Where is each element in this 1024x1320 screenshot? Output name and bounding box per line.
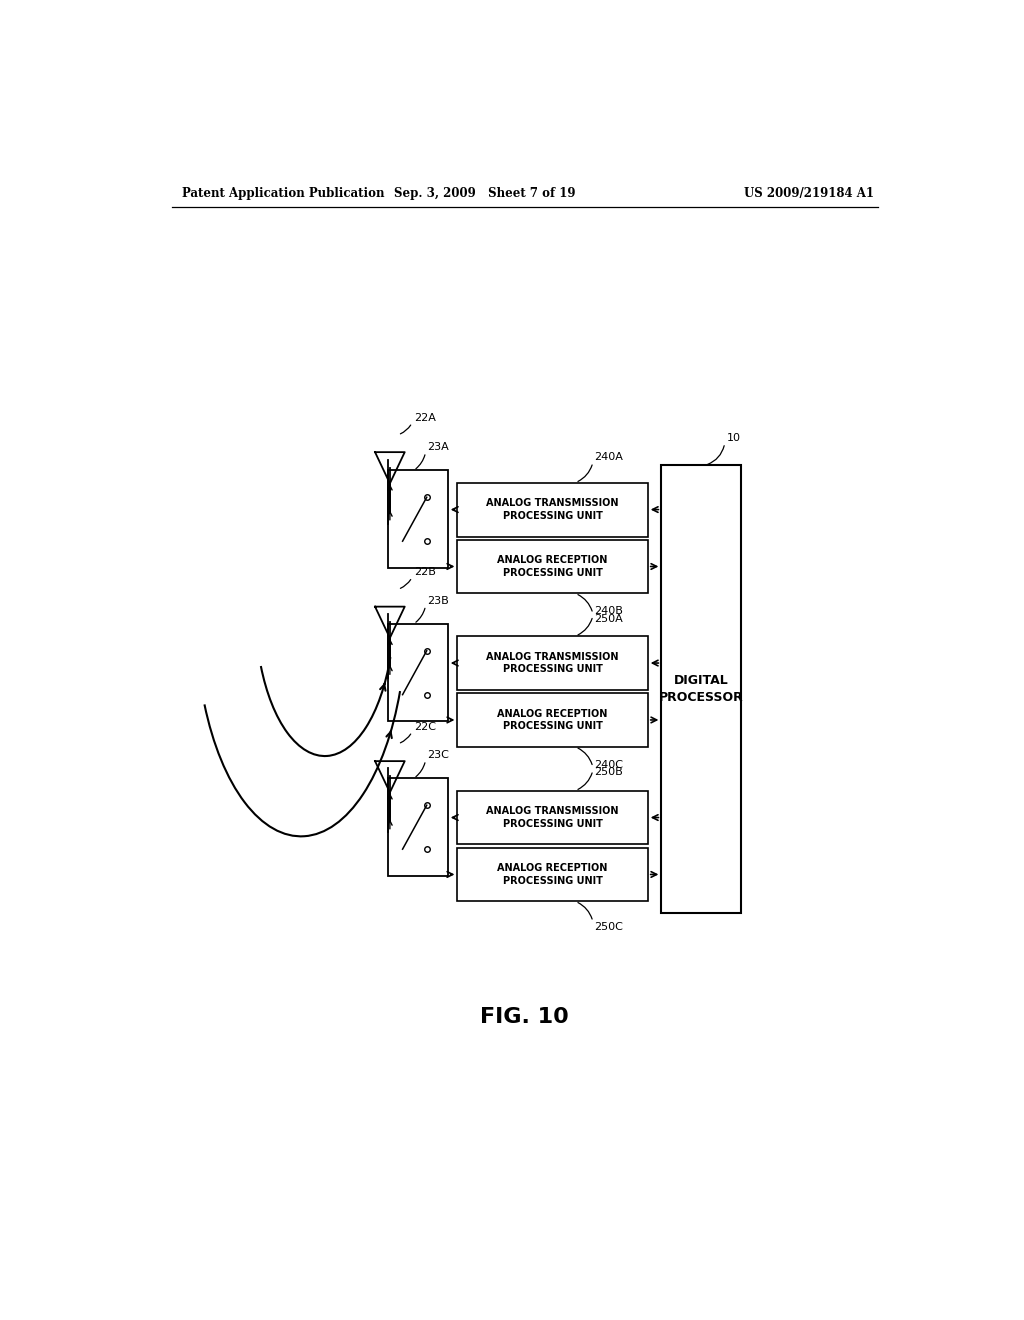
Text: 240B: 240B [595, 606, 624, 615]
Text: Sep. 3, 2009   Sheet 7 of 19: Sep. 3, 2009 Sheet 7 of 19 [394, 187, 575, 201]
Text: 22A: 22A [414, 413, 435, 422]
Text: ANALOG TRANSMISSION
PROCESSING UNIT: ANALOG TRANSMISSION PROCESSING UNIT [486, 652, 618, 675]
Text: DIGITAL
PROCESSOR: DIGITAL PROCESSOR [658, 675, 743, 704]
Text: 22C: 22C [414, 722, 435, 731]
Text: 23C: 23C [427, 750, 450, 760]
Text: 250B: 250B [595, 767, 624, 777]
Bar [458, 693, 648, 747]
Bar [458, 636, 648, 690]
Text: US 2009/219184 A1: US 2009/219184 A1 [744, 187, 873, 201]
Text: 22B: 22B [414, 568, 435, 577]
Bar [458, 540, 648, 594]
Text: Patent Application Publication: Patent Application Publication [182, 187, 384, 201]
Text: ANALOG RECEPTION
PROCESSING UNIT: ANALOG RECEPTION PROCESSING UNIT [498, 863, 608, 886]
Text: 250A: 250A [595, 614, 624, 624]
Text: ANALOG TRANSMISSION
PROCESSING UNIT: ANALOG TRANSMISSION PROCESSING UNIT [486, 499, 618, 521]
Bar [387, 624, 447, 722]
Bar [387, 779, 447, 876]
Bar [458, 483, 648, 536]
Text: ANALOG RECEPTION
PROCESSING UNIT: ANALOG RECEPTION PROCESSING UNIT [498, 709, 608, 731]
Text: 240C: 240C [595, 760, 624, 771]
Text: 23B: 23B [427, 595, 449, 606]
Bar [662, 466, 740, 912]
Text: FIG. 10: FIG. 10 [480, 1007, 569, 1027]
Text: ANALOG RECEPTION
PROCESSING UNIT: ANALOG RECEPTION PROCESSING UNIT [498, 556, 608, 578]
Text: 23A: 23A [427, 442, 449, 453]
Text: 10: 10 [726, 433, 740, 444]
Bar [387, 470, 447, 568]
Text: 250C: 250C [595, 921, 624, 932]
Bar [458, 791, 648, 845]
Text: 240A: 240A [595, 453, 624, 462]
Text: ANALOG TRANSMISSION
PROCESSING UNIT: ANALOG TRANSMISSION PROCESSING UNIT [486, 807, 618, 829]
Bar [458, 847, 648, 902]
